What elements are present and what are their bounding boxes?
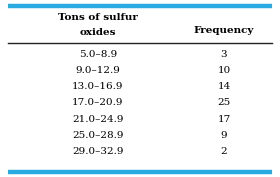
- Text: 9: 9: [221, 131, 227, 140]
- Text: 2: 2: [221, 147, 227, 156]
- Text: 9.0–12.9: 9.0–12.9: [76, 66, 120, 75]
- Text: 10: 10: [217, 66, 231, 75]
- Text: 13.0–16.9: 13.0–16.9: [72, 82, 124, 91]
- Text: 29.0–32.9: 29.0–32.9: [72, 147, 124, 156]
- Text: 21.0–24.9: 21.0–24.9: [72, 115, 124, 124]
- Text: oxides: oxides: [80, 28, 116, 37]
- Text: Tons of sulfur: Tons of sulfur: [58, 13, 138, 22]
- Text: 14: 14: [217, 82, 231, 91]
- Text: 17: 17: [217, 115, 231, 124]
- Text: 25.0–28.9: 25.0–28.9: [72, 131, 124, 140]
- Text: 17.0–20.9: 17.0–20.9: [72, 98, 124, 107]
- Text: Frequency: Frequency: [194, 26, 254, 35]
- Text: 5.0–8.9: 5.0–8.9: [79, 50, 117, 59]
- Text: 25: 25: [217, 98, 231, 107]
- Text: 3: 3: [221, 50, 227, 59]
